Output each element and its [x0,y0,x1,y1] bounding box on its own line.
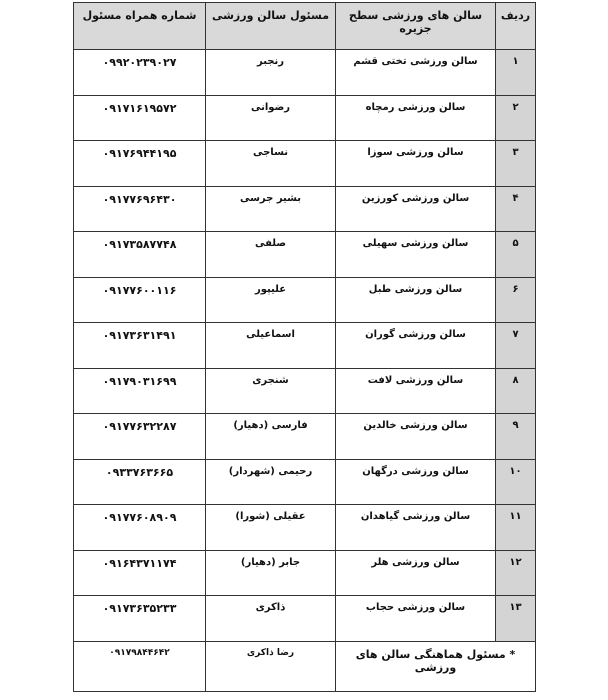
hall-name: سالن ورزشی گوران [335,322,496,369]
row-number: ۹ [495,413,536,460]
coordinator-phone: ۰۹۱۷۹۸۴۴۶۴۲ [73,640,206,692]
phone-number: ۰۹۱۷۷۶۰۸۹۰۹ [73,504,206,551]
manager-name: شنجری [205,367,336,414]
manager-name: فارسی (دهیار) [205,413,336,460]
manager-name: علیپور [205,276,336,323]
row-number: ۲ [495,94,536,141]
table-row: ۶ سالن ورزشی طبل علیپور ۰۹۱۷۷۶۰۰۱۱۶ [73,276,536,323]
manager-name: بشیر جرسی [205,185,336,232]
table-row: ۱۳ سالن ورزشی حجاب ذاکری ۰۹۱۷۳۶۳۵۲۳۳ [73,595,536,642]
table-row: ۷ سالن ورزشی گوران اسماعیلی ۰۹۱۷۳۶۳۱۴۹۱ [73,322,536,369]
manager-name: نساجی [205,140,336,187]
header-row: ردیف سالن های ورزشی سطح جزیره مسئول سالن… [73,2,536,50]
table-row: ۱ سالن ورزشی تختی قشم رنجبر ۰۹۹۲۰۲۳۹۰۲۷ [73,49,536,96]
table-row: ۴ سالن ورزشی کورزین بشیر جرسی ۰۹۱۷۷۶۹۶۴۳۰ [73,185,536,232]
header-hall: سالن های ورزشی سطح جزیره [335,2,496,50]
row-number: ۱۱ [495,504,536,551]
table-row: ۱۰ سالن ورزشی درگهان رحیمی (شهردار) ۰۹۳۳۷۶۳… [73,458,536,505]
table-row: ۱۲ سالن ورزشی هلر جابر (دهیار) ۰۹۱۶۴۳۷۱۱۷۴ [73,549,536,596]
phone-number: ۰۹۹۲۰۲۳۹۰۲۷ [73,49,206,96]
phone-number: ۰۹۱۷۶۹۴۴۱۹۵ [73,140,206,187]
manager-name: رحیمی (شهردار) [205,458,336,505]
manager-name: ذاکری [205,595,336,642]
phone-number: ۰۹۱۷۱۶۱۹۵۷۲ [73,94,206,141]
phone-number: ۰۹۱۷۳۵۸۷۷۴۸ [73,231,206,278]
row-number: ۵ [495,231,536,278]
manager-name: عقیلی (شورا) [205,504,336,551]
row-number: ۴ [495,185,536,232]
hall-name: سالن ورزشی لافت [335,367,496,414]
phone-number: ۰۹۱۶۴۳۷۱۱۷۴ [73,549,206,596]
phone-number: ۰۹۱۷۳۶۳۵۲۳۳ [73,595,206,642]
table-row: ۵ سالن ورزشی سهیلی صلفی ۰۹۱۷۳۵۸۷۷۴۸ [73,231,536,278]
manager-name: رضوانی [205,94,336,141]
phone-number: ۰۹۱۷۹۰۳۱۶۹۹ [73,367,206,414]
hall-name: سالن ورزشی رمچاه [335,94,496,141]
manager-name: رنجبر [205,49,336,96]
hall-name: سالن ورزشی کورزین [335,185,496,232]
phone-number: ۰۹۳۳۷۶۳۶۶۵ [73,458,206,505]
row-number: ۳ [495,140,536,187]
sports-halls-table: ردیف سالن های ورزشی سطح جزیره مسئول سالن… [73,2,536,692]
row-number: ۱۲ [495,549,536,596]
header-row-number: ردیف [495,2,536,50]
phone-number: ۰۹۱۷۷۶۹۶۴۳۰ [73,185,206,232]
phone-number: ۰۹۱۷۳۶۳۱۴۹۱ [73,322,206,369]
hall-name: سالن ورزشی درگهان [335,458,496,505]
phone-number: ۰۹۱۷۷۶۳۲۲۸۷ [73,413,206,460]
manager-name: صلفی [205,231,336,278]
table-row: ۲ سالن ورزشی رمچاه رضوانی ۰۹۱۷۱۶۱۹۵۷۲ [73,94,536,141]
coordinator-label: * مسئول هماهنگی سالن های ورزشی [335,640,536,692]
table-row: ۱۱ سالن ورزشی گیاهدان عقیلی (شورا) ۰۹۱۷۷۶۰۸… [73,504,536,551]
hall-name: سالن ورزشی گیاهدان [335,504,496,551]
coordinator-name: رضا ذاکری [205,640,336,692]
hall-name: سالن ورزشی طبل [335,276,496,323]
row-number: ۱۳ [495,595,536,642]
row-number: ۷ [495,322,536,369]
table-row: ۳ سالن ورزشی سوزا نساجی ۰۹۱۷۶۹۴۴۱۹۵ [73,140,536,187]
header-phone: شماره همراه مسئول [73,2,206,50]
row-number: ۱ [495,49,536,96]
hall-name: سالن ورزشی هلر [335,549,496,596]
row-number: ۶ [495,276,536,323]
table-row: ۹ سالن ورزشی خالدین فارسی (دهیار) ۰۹۱۷۷۶۳۲۲… [73,413,536,460]
phone-number: ۰۹۱۷۷۶۰۰۱۱۶ [73,276,206,323]
hall-name: سالن ورزشی تختی قشم [335,49,496,96]
hall-name: سالن ورزشی حجاب [335,595,496,642]
manager-name: جابر (دهیار) [205,549,336,596]
hall-name: سالن ورزشی سهیلی [335,231,496,278]
row-number: ۸ [495,367,536,414]
hall-name: سالن ورزشی خالدین [335,413,496,460]
coordinator-row: * مسئول هماهنگی سالن های ورزشی رضا ذاکری ۰… [73,640,536,692]
manager-name: اسماعیلی [205,322,336,369]
header-manager: مسئول سالن ورزشی [205,2,336,50]
hall-name: سالن ورزشی سوزا [335,140,496,187]
table-row: ۸ سالن ورزشی لافت شنجری ۰۹۱۷۹۰۳۱۶۹۹ [73,367,536,414]
row-number: ۱۰ [495,458,536,505]
